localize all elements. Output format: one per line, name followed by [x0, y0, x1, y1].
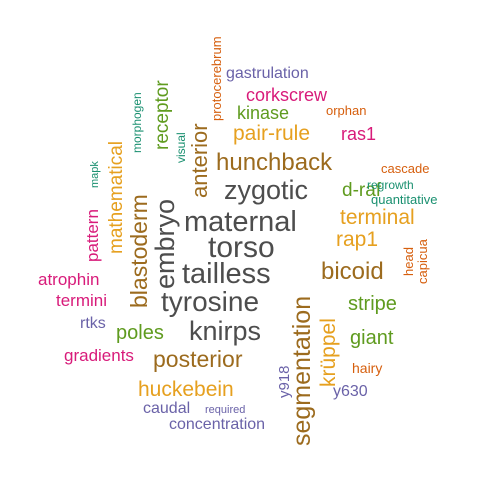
word-gastrulation: gastrulation — [226, 65, 309, 82]
word-bicoid: bicoid — [321, 258, 384, 285]
word-posterior: posterior — [153, 346, 243, 372]
word-tyrosine: tyrosine — [161, 286, 260, 317]
word-receptor: receptor — [152, 80, 173, 150]
word-rtks: rtks — [80, 315, 106, 332]
word-mathematical: mathematical — [106, 141, 127, 254]
word-terminal: terminal — [340, 206, 415, 229]
word-mapk: mapk — [89, 161, 101, 188]
word-knirps: knirps — [189, 316, 262, 346]
word-torso: torso — [208, 231, 275, 264]
word-hairy: hairy — [352, 360, 383, 376]
word-visual: visual — [174, 132, 188, 163]
word-embryo: embryo — [150, 198, 180, 289]
word-pattern: pattern — [83, 209, 102, 262]
word-required: required — [205, 404, 246, 416]
word-hunchback: hunchback — [216, 149, 333, 176]
word-concentration: concentration — [169, 416, 266, 433]
word-kruppel: krüppel — [317, 318, 340, 387]
word-rap1: rap1 — [336, 228, 379, 251]
word-morphogen: morphogen — [130, 92, 144, 153]
word-caudal: caudal — [143, 400, 191, 417]
word-blastoderm: blastoderm — [126, 194, 152, 308]
word-d-raf: d-raf — [342, 180, 382, 201]
word-termini: termini — [56, 291, 108, 310]
word-atrophin: atrophin — [38, 270, 100, 289]
word-ras1: ras1 — [341, 124, 377, 144]
word-kinase: kinase — [237, 103, 290, 123]
word-segmentation: segmentation — [288, 295, 316, 446]
word-y918: y918 — [276, 365, 293, 398]
word-protocerebrum: protocerebrum — [209, 36, 224, 121]
word-orphan: orphan — [326, 103, 367, 118]
word-huckebein: huckebein — [138, 378, 234, 401]
word-gradients: gradients — [64, 346, 134, 365]
word-regrowth: regrowth — [367, 178, 414, 192]
word-corkscrew: corkscrew — [246, 85, 328, 105]
word-anterior: anterior — [187, 123, 212, 198]
word-capicua: capicua — [415, 239, 430, 284]
word-tailless: tailless — [182, 258, 271, 290]
word-stripe: stripe — [348, 293, 397, 315]
word-head: head — [401, 247, 416, 276]
word-poles: poles — [116, 322, 164, 344]
word-giant: giant — [350, 327, 394, 349]
word-zygotic: zygotic — [224, 175, 309, 205]
word-pair-rule: pair-rule — [233, 122, 311, 145]
word-y630: y630 — [333, 383, 368, 400]
word-cascade: cascade — [381, 161, 430, 176]
word-quantitative: quantitative — [371, 192, 438, 207]
word-maternal: maternal — [184, 206, 297, 238]
